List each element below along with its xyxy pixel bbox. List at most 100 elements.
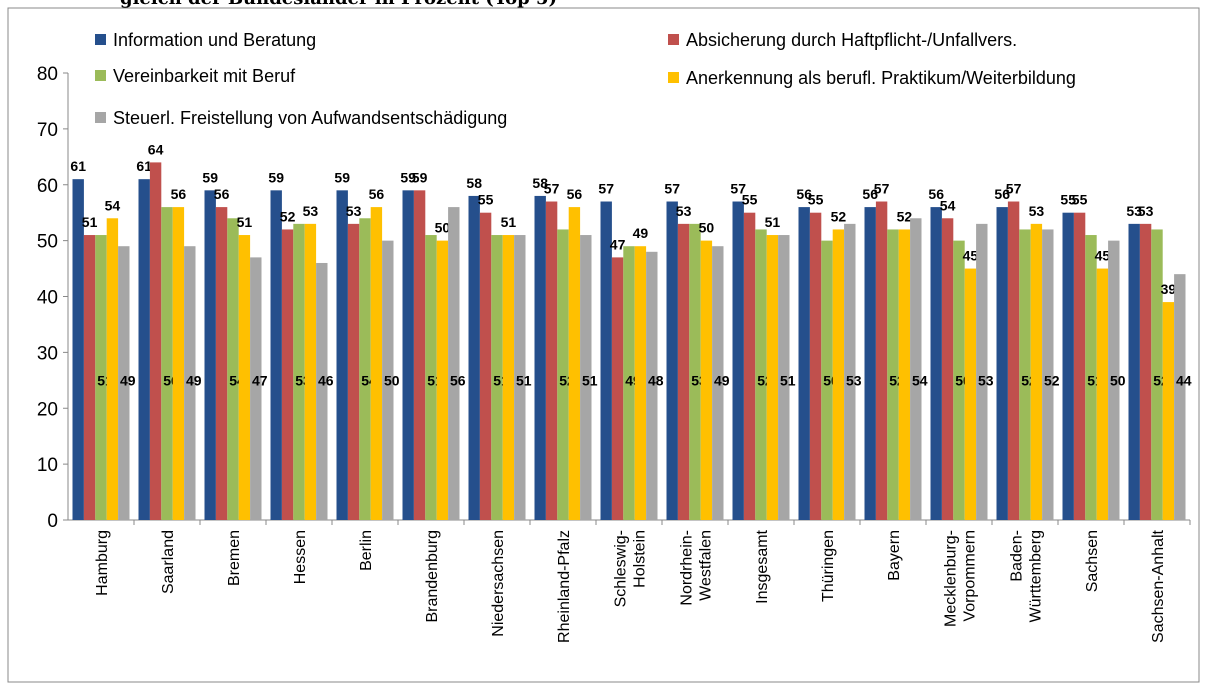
bar: [996, 207, 1008, 520]
legend-swatch: [95, 70, 106, 81]
legend-label: Vereinbarkeit mit Beruf: [113, 66, 296, 86]
bar: [281, 229, 294, 520]
bar: [270, 190, 282, 520]
bar: [766, 235, 779, 520]
value-label: 49: [714, 372, 730, 388]
legend-label: Steuerl. Freistellung von Aufwandsentsch…: [113, 108, 507, 128]
legend-label: Absicherung durch Haftpflicht-/Unfallver…: [686, 30, 1017, 50]
x-tick-label: Berlin: [358, 530, 375, 571]
bar: [666, 201, 678, 520]
bar: [1007, 201, 1020, 520]
chart-border: [7, 7, 1200, 683]
bar: [798, 207, 810, 520]
value-label: 53: [346, 203, 362, 219]
x-tick-label: Thüringen: [820, 530, 837, 602]
value-label: 56: [369, 186, 385, 202]
value-label: 49: [633, 225, 649, 241]
x-tick-label: Bremen: [226, 530, 243, 586]
value-label: 45: [1095, 248, 1111, 264]
bar: [502, 235, 515, 520]
value-label: 51: [765, 214, 781, 230]
value-label: 57: [874, 181, 890, 197]
bar: [172, 207, 185, 520]
bar: [95, 235, 107, 520]
value-label: 51: [780, 372, 796, 388]
value-label: 55: [1060, 192, 1076, 208]
bar: [976, 223, 988, 521]
bar: [1128, 223, 1140, 521]
y-tick-label: 30: [37, 343, 58, 364]
bar: [83, 235, 96, 520]
legend-swatch: [668, 34, 679, 45]
value-label: 53: [846, 372, 862, 388]
x-tick-label: Brandenburg: [424, 530, 441, 623]
bar: [646, 251, 658, 521]
bar: [580, 235, 592, 520]
x-tick-label: Bayern: [886, 530, 903, 581]
value-label: 52: [1044, 372, 1060, 388]
bar: [250, 257, 262, 520]
value-label: 53: [676, 203, 692, 219]
y-tick-label: 60: [37, 176, 58, 197]
value-label: 53: [303, 203, 319, 219]
bar: [118, 246, 130, 520]
value-label: 52: [831, 208, 847, 224]
bar: [1151, 229, 1163, 520]
value-label: 56: [567, 186, 583, 202]
bar: [545, 201, 558, 520]
bar: [1062, 212, 1074, 520]
bar: [634, 246, 647, 520]
value-label: 56: [928, 186, 944, 202]
value-label: 56: [796, 186, 812, 202]
bar: [138, 179, 150, 520]
value-label: 51: [516, 372, 532, 388]
bar: [930, 207, 942, 520]
value-label: 39: [1161, 281, 1177, 297]
bar: [755, 229, 767, 520]
bar: [732, 201, 744, 520]
value-label: 54: [912, 372, 928, 388]
bar: [1030, 223, 1043, 521]
value-label: 45: [963, 248, 979, 264]
value-label: 58: [466, 175, 482, 191]
value-label: 50: [1110, 372, 1126, 388]
value-label: 53: [1029, 203, 1045, 219]
value-label: 55: [808, 192, 824, 208]
bar: [1042, 229, 1054, 520]
bar: [149, 162, 162, 520]
x-tick-label: Saarland: [160, 530, 177, 594]
bar: [898, 229, 911, 520]
bar: [568, 207, 581, 520]
bar: [844, 223, 856, 521]
y-tick-label: 0: [47, 511, 58, 532]
value-label: 53: [1138, 203, 1154, 219]
bar: [204, 190, 216, 520]
bar: [677, 223, 690, 521]
value-label: 56: [214, 186, 230, 202]
y-tick-label: 10: [37, 455, 58, 476]
value-label: 59: [202, 169, 218, 185]
value-label: 61: [136, 158, 152, 174]
value-label: 59: [400, 169, 416, 185]
bar: [700, 240, 713, 520]
x-tick-label: Insgesamt: [754, 529, 771, 603]
value-label: 51: [501, 214, 517, 230]
bar: [623, 246, 635, 520]
value-label: 52: [897, 208, 913, 224]
bar: [1085, 235, 1097, 520]
x-tick-label: Nordrhein- Westfalen: [679, 530, 715, 606]
legend-label: Anerkennung als berufl. Praktikum/Weiter…: [686, 68, 1076, 88]
bar: [941, 218, 954, 520]
bar: [534, 195, 546, 521]
value-label: 55: [1072, 192, 1088, 208]
bar: [1174, 274, 1186, 520]
x-tick-label: Rheinland-Pfalz: [556, 530, 573, 643]
y-tick-label: 50: [37, 232, 58, 253]
bar: [468, 195, 480, 521]
value-label: 56: [862, 186, 878, 202]
value-label: 57: [544, 181, 560, 197]
value-label: 49: [186, 372, 202, 388]
bar: [611, 257, 624, 520]
x-tick-label: Sachsen-Anhalt: [1150, 529, 1167, 643]
